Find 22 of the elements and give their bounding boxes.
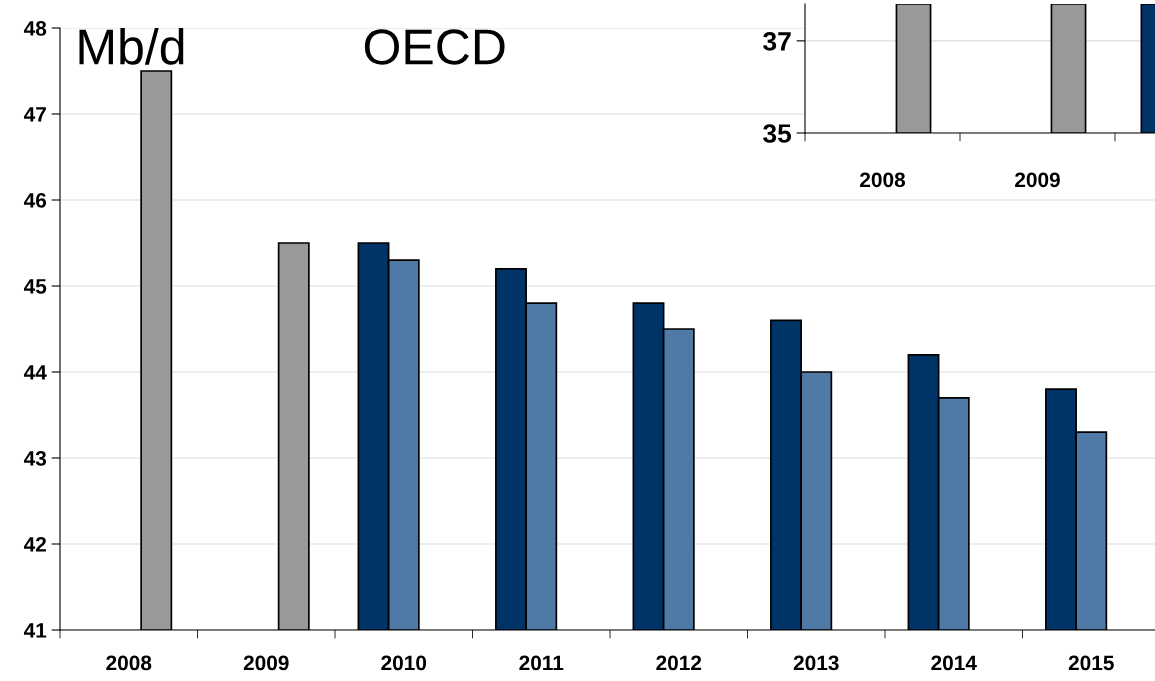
y-tick-label: 37 <box>763 31 791 51</box>
annotation: Mb/d <box>79 28 184 65</box>
x-tick-label: 2011 <box>519 655 564 671</box>
x-tick-label: 2009 <box>1015 172 1060 188</box>
x-tick-label: 2008 <box>860 172 906 188</box>
y-tick-label: 47 <box>23 107 46 122</box>
y-tick-label: 45 <box>23 279 47 294</box>
x-tick-label: 2014 <box>931 655 977 671</box>
y-tick-label: 43 <box>23 451 47 466</box>
y-tick-label: 44 <box>23 365 47 380</box>
annotation: OECD <box>364 29 505 65</box>
x-tick-label: 2013 <box>793 655 839 671</box>
x-tick-label: 2012 <box>656 655 702 671</box>
y-tick-label: 42 <box>23 537 46 552</box>
y-tick-label: 41 <box>23 623 47 638</box>
y-tick-label: 48 <box>23 21 47 36</box>
y-tick-label: 35 <box>763 124 792 143</box>
y-tick-label: 46 <box>23 193 47 208</box>
x-tick-label: 2008 <box>106 655 152 671</box>
x-tick-label: 2009 <box>243 655 289 671</box>
x-tick-label: 2015 <box>1068 655 1114 671</box>
x-tick-label: 2010 <box>381 655 427 671</box>
